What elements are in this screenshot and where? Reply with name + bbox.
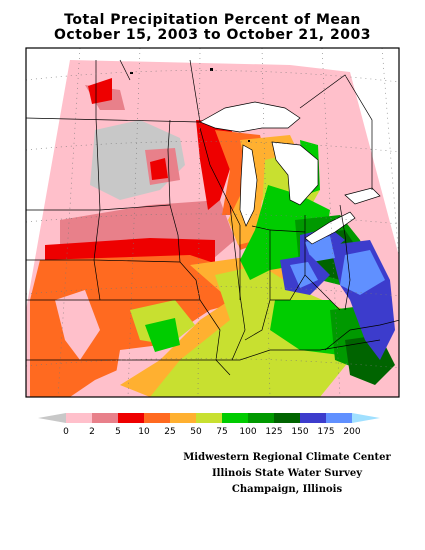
legend-swatch [144,413,170,423]
legend-swatch [92,413,118,423]
color-legend: 0 2 5 10 25 50 75 100 125 150 175 200 [38,413,380,437]
lake-ontario [344,187,381,205]
legend-tick-label: 50 [190,427,202,437]
minor-islands [130,68,250,142]
map-title-line2: October 15, 2003 to October 21, 2003 [54,27,371,43]
legend-tick-label: 75 [216,427,227,437]
legend-swatch [196,413,222,423]
legend-tick-label: 25 [164,427,175,437]
lake-superior [199,101,301,133]
legend-tick-label: 100 [239,427,256,437]
credit-line-1: Midwestern Regional Climate Center [183,452,391,463]
legend-swatch [66,413,92,423]
credit-line-2: Illinois State Water Survey [211,468,363,479]
legend-swatch [170,413,196,423]
legend-arrow-low [38,413,66,423]
precipitation-field [26,48,399,397]
legend-tick-label: 2 [89,427,95,437]
legend-tick-label: 175 [317,427,334,437]
map-title-line1: Total Precipitation Percent of Mean [64,12,361,28]
legend-swatch [222,413,248,423]
legend-arrow-high [352,413,380,423]
legend-tick-label: 150 [291,427,308,437]
lake-huron [271,141,319,206]
legend-tick-label: 10 [138,427,150,437]
legend-swatch [274,413,300,423]
state-borders [26,59,399,376]
legend-tick-label: 0 [63,427,69,437]
legend-swatch [118,413,144,423]
graticule [26,48,399,397]
legend-tick-label: 125 [265,427,282,437]
legend-swatch [300,413,326,423]
credit-line-3: Champaign, Illinois [231,484,343,495]
legend-tick-label: 5 [115,427,121,437]
map-frame [25,47,400,398]
lake-michigan [239,144,258,227]
legend-swatch [326,413,352,423]
legend-tick-label: 200 [343,427,360,437]
legend-swatch [248,413,274,423]
